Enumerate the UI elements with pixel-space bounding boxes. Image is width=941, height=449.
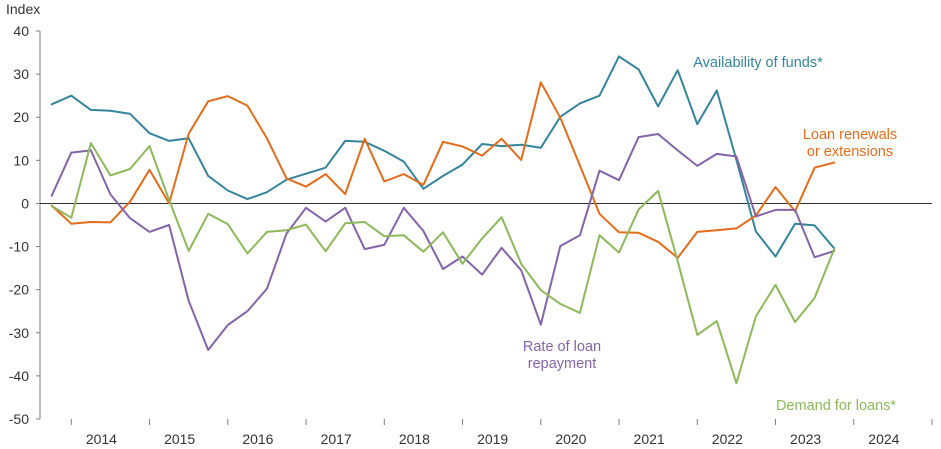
- y-tick-label: 30: [13, 66, 29, 82]
- series-label-line: Rate of loan: [523, 339, 601, 355]
- x-tick-label: 2014: [86, 431, 117, 447]
- x-tick-label: 2016: [242, 431, 273, 447]
- series-label-line: Availability of funds*: [693, 55, 823, 71]
- x-tick-label: 2020: [555, 431, 586, 447]
- x-tick-label: 2017: [321, 431, 352, 447]
- y-tick-label: -20: [9, 282, 29, 298]
- y-tick-label: 20: [13, 109, 29, 125]
- series-label-line: or extensions: [807, 144, 893, 160]
- series-label-line: Demand for loans*: [776, 398, 896, 414]
- y-tick-label: -50: [9, 411, 29, 427]
- x-tick-label: 2024: [868, 431, 899, 447]
- y-tick-label: -10: [9, 239, 29, 255]
- series-line-2: [50, 81, 836, 259]
- y-tick-label: 40: [13, 23, 29, 39]
- x-tick-label: 2019: [477, 431, 508, 447]
- x-tick-label: 2015: [164, 431, 195, 447]
- y-axis-title: Index: [6, 1, 40, 17]
- series-label-line: Loan renewals: [803, 127, 897, 143]
- series-line-1: [50, 55, 836, 258]
- series-label-2: Loan renewals or extensions: [803, 127, 897, 160]
- x-axis: 2014 2015 2016 2017 2018 2019 2020 2021 2022 2023…: [40, 202, 933, 447]
- y-tick-label: -30: [9, 325, 29, 341]
- y-tick-label: 0: [21, 195, 29, 211]
- series-labels: Availability of funds* Loan renewals or ex…: [523, 55, 897, 414]
- series-label-4: Demand for loans*: [776, 398, 896, 414]
- x-tick-label: 2023: [790, 431, 821, 447]
- series-label-line: repayment: [528, 356, 597, 372]
- series-line-4: [50, 142, 836, 385]
- y-tick-label: -40: [9, 368, 29, 384]
- series-label-1: Availability of funds*: [693, 55, 823, 71]
- series-line-3: [50, 133, 836, 351]
- x-tick-label: 2022: [712, 431, 743, 447]
- y-axis: 40 30 20 10 0 -10 -20 -30 -40 -50 Index: [6, 1, 41, 427]
- x-tick-label: 2021: [634, 431, 665, 447]
- y-tick-label: 10: [13, 152, 29, 168]
- x-tick-label: 2018: [399, 431, 430, 447]
- series-label-3: Rate of loan repayment: [523, 339, 601, 372]
- series-lines: [50, 55, 836, 385]
